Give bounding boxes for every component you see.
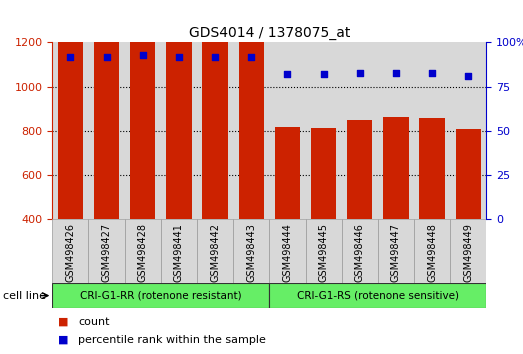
Point: [356, 70, 364, 75]
Text: GSM498427: GSM498427: [101, 223, 111, 282]
Bar: [342, 219, 378, 283]
Bar: [233, 42, 269, 219]
Bar: [161, 42, 197, 219]
Bar: [311, 128, 336, 219]
Text: GSM498441: GSM498441: [174, 223, 184, 281]
Bar: [94, 97, 119, 308]
Bar: [275, 215, 300, 308]
Point: [428, 70, 436, 75]
Bar: [414, 42, 450, 219]
Point: [211, 54, 219, 59]
Text: count: count: [78, 317, 110, 327]
Text: GSM498446: GSM498446: [355, 223, 365, 281]
Bar: [347, 120, 372, 219]
Text: GSM498447: GSM498447: [391, 223, 401, 282]
Bar: [383, 117, 408, 219]
Bar: [347, 209, 372, 308]
Text: GSM498428: GSM498428: [138, 223, 147, 282]
Bar: [52, 42, 88, 219]
Bar: [419, 118, 445, 219]
Text: GSM498443: GSM498443: [246, 223, 256, 281]
Text: GSM498444: GSM498444: [282, 223, 292, 281]
Bar: [130, 62, 155, 308]
Bar: [456, 129, 481, 219]
Bar: [450, 219, 486, 283]
Text: cell line: cell line: [3, 291, 46, 301]
Title: GDS4014 / 1378075_at: GDS4014 / 1378075_at: [189, 26, 350, 40]
Bar: [124, 42, 161, 219]
Bar: [166, 75, 191, 308]
Point: [247, 54, 255, 59]
Bar: [342, 42, 378, 219]
Bar: [238, 0, 264, 219]
Bar: [88, 219, 124, 283]
Bar: [419, 206, 445, 308]
Bar: [166, 0, 191, 219]
Bar: [52, 283, 269, 308]
Bar: [161, 219, 197, 283]
Bar: [238, 89, 264, 308]
Point: [283, 72, 292, 77]
Bar: [305, 219, 342, 283]
Text: GSM498448: GSM498448: [427, 223, 437, 281]
Bar: [269, 219, 305, 283]
Text: ■: ■: [58, 335, 68, 345]
Point: [103, 54, 111, 59]
Bar: [58, 93, 83, 308]
Bar: [269, 42, 305, 219]
Point: [392, 70, 400, 75]
Bar: [202, 85, 228, 308]
Point: [139, 52, 147, 58]
Bar: [378, 42, 414, 219]
Text: ■: ■: [58, 317, 68, 327]
Bar: [305, 42, 342, 219]
Bar: [94, 8, 119, 219]
Bar: [197, 219, 233, 283]
Bar: [383, 206, 408, 308]
Bar: [233, 219, 269, 283]
Text: GSM498442: GSM498442: [210, 223, 220, 282]
Bar: [450, 42, 486, 219]
Bar: [88, 42, 124, 219]
Text: CRI-G1-RR (rotenone resistant): CRI-G1-RR (rotenone resistant): [80, 291, 242, 301]
Text: GSM498426: GSM498426: [65, 223, 75, 282]
Bar: [202, 0, 228, 219]
Bar: [197, 42, 233, 219]
Bar: [52, 219, 88, 283]
Point: [66, 54, 75, 59]
Bar: [456, 218, 481, 308]
Text: percentile rank within the sample: percentile rank within the sample: [78, 335, 266, 345]
Bar: [414, 219, 450, 283]
Bar: [311, 217, 336, 308]
Point: [320, 72, 328, 77]
Point: [175, 54, 183, 59]
Point: [464, 73, 472, 79]
Text: GSM498445: GSM498445: [319, 223, 328, 282]
Bar: [130, 0, 155, 219]
Bar: [378, 219, 414, 283]
Text: CRI-G1-RS (rotenone sensitive): CRI-G1-RS (rotenone sensitive): [297, 291, 459, 301]
Text: GSM498449: GSM498449: [463, 223, 473, 281]
Bar: [275, 127, 300, 219]
Bar: [269, 283, 486, 308]
Bar: [58, 5, 83, 219]
Bar: [124, 219, 161, 283]
